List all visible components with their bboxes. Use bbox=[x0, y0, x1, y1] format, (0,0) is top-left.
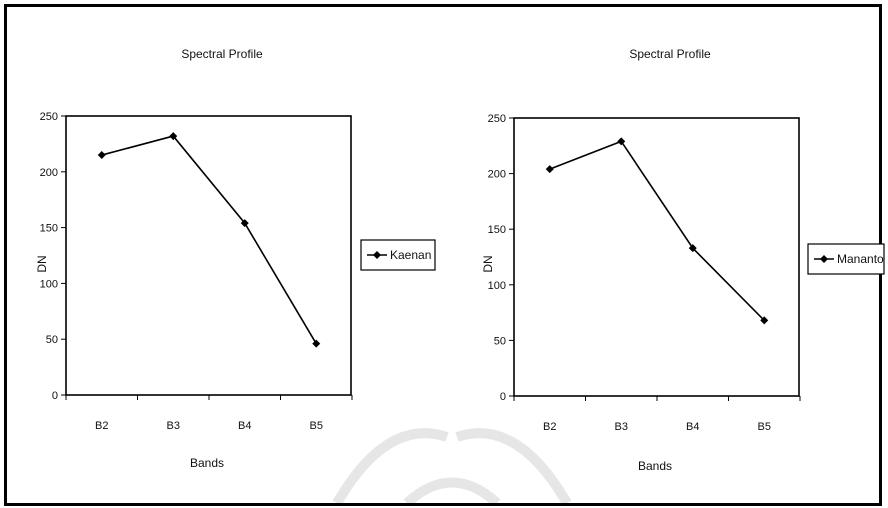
legend-label: Mananto bbox=[837, 252, 884, 266]
y-tick-label: 200 bbox=[40, 167, 58, 179]
x-tick-label: B2 bbox=[95, 420, 108, 432]
x-tick-label: B5 bbox=[758, 421, 771, 433]
x-tick-label: B2 bbox=[543, 421, 556, 433]
y-tick-label: 250 bbox=[40, 111, 58, 123]
plot-area bbox=[513, 117, 800, 397]
x-tick-label: B4 bbox=[686, 421, 699, 433]
chart-kaenan: Spectral Profile 0 50 100 150 200 250 B2 B3 B4 B5 B… bbox=[35, 47, 436, 470]
watermark-logo bbox=[332, 428, 572, 503]
y-axis-label: DN bbox=[481, 255, 495, 272]
legend: Mananto bbox=[807, 243, 885, 275]
y-tick-label: 50 bbox=[494, 335, 506, 347]
watermark-arc-mid bbox=[403, 477, 501, 503]
data-point bbox=[240, 219, 249, 228]
data-point bbox=[760, 316, 769, 325]
legend-label: Kaenan bbox=[390, 248, 431, 262]
chart-mananto: Spectral Profile 0 50 100 150 200 250 B2 B3 B4 B5 B… bbox=[481, 47, 885, 473]
x-tick-label: B5 bbox=[310, 420, 323, 432]
series-line bbox=[101, 135, 317, 345]
data-point bbox=[312, 339, 321, 348]
legend-marker bbox=[820, 255, 828, 263]
y-tick-label: 200 bbox=[488, 169, 506, 181]
watermark-arc-right bbox=[455, 428, 572, 503]
chart-title: Spectral Profile bbox=[629, 47, 711, 61]
y-tick-label: 250 bbox=[488, 113, 506, 125]
data-point bbox=[169, 132, 178, 141]
y-tick-label: 150 bbox=[488, 224, 506, 236]
y-tick-label: 100 bbox=[40, 278, 58, 290]
x-axis-label: Bands bbox=[190, 456, 224, 470]
chart-title: Spectral Profile bbox=[181, 47, 263, 61]
legend-box bbox=[360, 239, 436, 271]
y-tick-label: 150 bbox=[40, 223, 58, 235]
x-tick-label: B4 bbox=[238, 420, 251, 432]
x-tick-label: B3 bbox=[167, 420, 180, 432]
y-axis-label: DN bbox=[35, 255, 49, 272]
figure-frame bbox=[4, 4, 882, 506]
x-tick-label: B3 bbox=[615, 421, 628, 433]
y-tick-label: 0 bbox=[52, 390, 58, 402]
y-tick-label: 0 bbox=[500, 391, 506, 403]
data-point bbox=[688, 244, 697, 253]
y-tick-label: 100 bbox=[488, 280, 506, 292]
series-line bbox=[549, 140, 765, 321]
watermark-arc-left bbox=[332, 428, 449, 503]
data-point bbox=[545, 165, 554, 174]
data-point bbox=[97, 151, 106, 160]
data-point bbox=[617, 137, 626, 146]
x-axis-label: Bands bbox=[638, 459, 672, 473]
y-tick-label: 50 bbox=[46, 334, 58, 346]
plot-area bbox=[65, 115, 352, 396]
legend-marker bbox=[373, 251, 381, 259]
legend: Kaenan bbox=[360, 239, 436, 271]
